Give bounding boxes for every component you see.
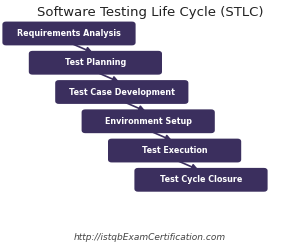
Text: Environment Setup: Environment Setup [105,117,192,126]
Text: Test Case Development: Test Case Development [69,88,175,96]
Text: Requirements Analysis: Requirements Analysis [17,29,121,38]
Text: http://istqbExamCertification.com: http://istqbExamCertification.com [74,233,226,242]
Text: Software Testing Life Cycle (STLC): Software Testing Life Cycle (STLC) [37,6,263,19]
FancyBboxPatch shape [108,139,241,162]
Text: Test Planning: Test Planning [65,58,126,67]
Text: Test Cycle Closure: Test Cycle Closure [160,175,242,184]
FancyBboxPatch shape [55,80,188,104]
FancyBboxPatch shape [29,51,162,75]
FancyBboxPatch shape [134,168,268,192]
FancyBboxPatch shape [82,109,215,133]
FancyBboxPatch shape [2,22,136,45]
Text: Test Execution: Test Execution [142,146,207,155]
